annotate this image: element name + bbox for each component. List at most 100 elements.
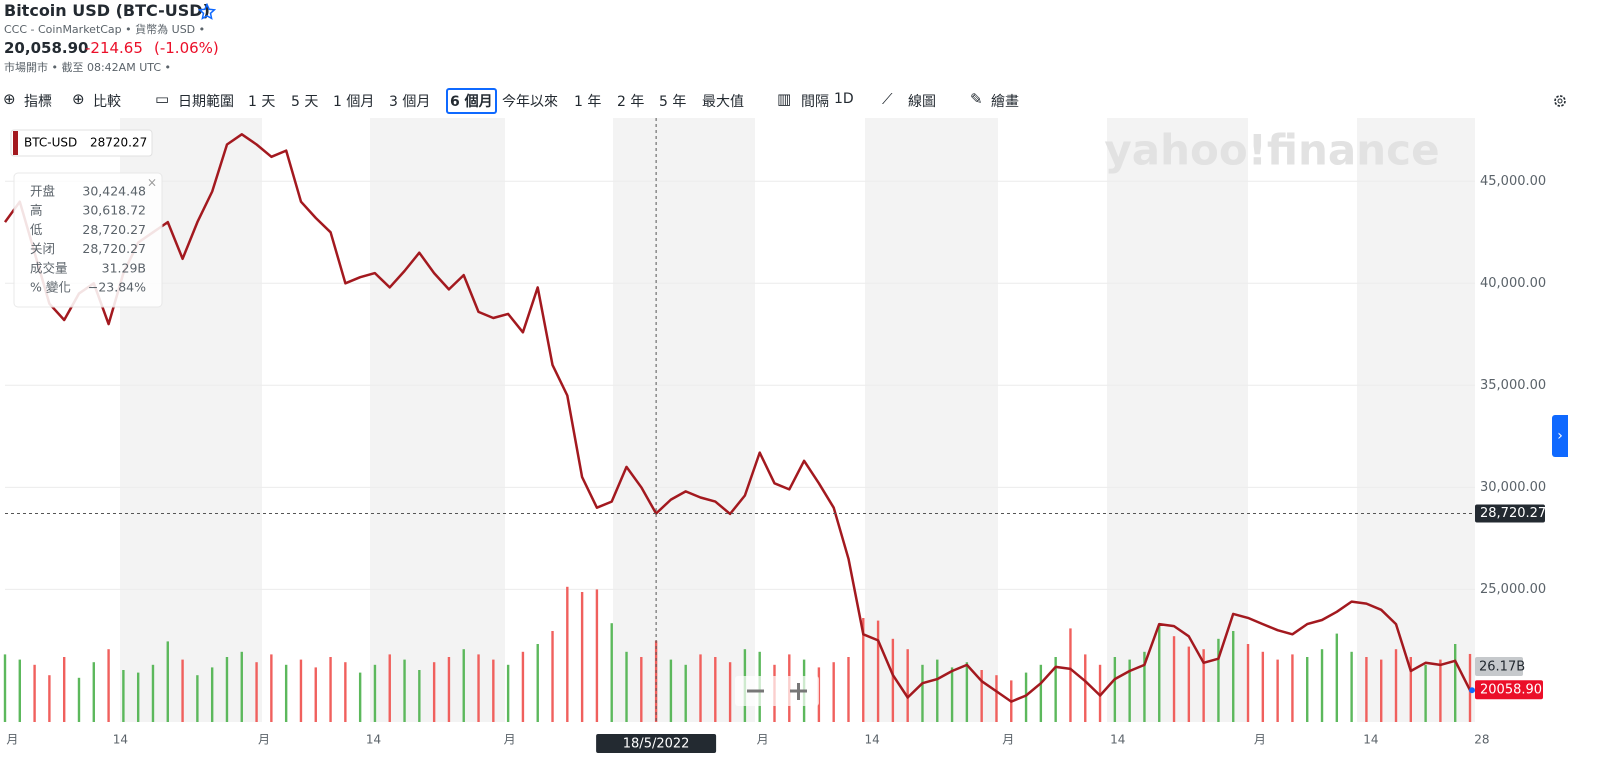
volume-bar <box>714 657 717 722</box>
volume-bar <box>432 662 436 722</box>
toolbar-item[interactable]: 指標 <box>24 94 52 110</box>
volume-bar <box>225 657 229 722</box>
volume-bar <box>699 654 702 722</box>
band <box>613 118 755 722</box>
legend-value: 28720.27 <box>90 136 147 150</box>
price-line <box>3 133 1472 703</box>
toolbar-item[interactable]: 1 天 <box>248 94 276 110</box>
toolbar-icon[interactable]: ✎ <box>970 90 983 108</box>
volume-bar <box>492 659 495 722</box>
toolbar-icon[interactable]: ▭ <box>155 90 170 108</box>
volume-bar <box>344 662 347 722</box>
volume-bar <box>329 657 332 722</box>
volume-bar <box>862 618 865 722</box>
volume-bar <box>210 667 214 722</box>
crosshair-date-box <box>596 734 717 753</box>
volume-label-box <box>1475 657 1523 676</box>
side-panel-toggle[interactable]: › <box>1552 415 1568 457</box>
volume-bar <box>136 672 140 722</box>
y-tick-label: 35,000.00 <box>1480 378 1546 393</box>
tooltip-value: 30,618.72 <box>82 203 146 218</box>
volume-bar <box>1365 657 1368 722</box>
toolbar-item[interactable]: 最大值 <box>702 94 744 110</box>
volume-label: 26.17B <box>1479 660 1525 675</box>
volume-bar <box>196 675 199 722</box>
toolbar-item[interactable]: 5 天 <box>291 94 319 110</box>
volume-bar <box>270 654 273 722</box>
x-tick-label: 28 <box>1474 733 1489 747</box>
volume-bar <box>1024 672 1028 722</box>
volume-bar <box>1217 638 1220 722</box>
toolbar-item[interactable]: 1 年 <box>574 94 602 110</box>
last-price-label: 20058.90 <box>1480 683 1542 698</box>
tooltip-close[interactable]: × <box>147 176 157 190</box>
x-tick-label: 月 <box>1254 733 1266 747</box>
toolbar-item[interactable]: 線圖 <box>908 94 936 110</box>
volume-bar <box>33 664 36 722</box>
volume-bar <box>876 620 880 722</box>
toolbar-item[interactable]: 間隔 <box>801 94 829 110</box>
tooltip-value: 31.29B <box>102 260 146 275</box>
toolbar-item[interactable]: 5 年 <box>659 94 687 110</box>
volume-bar <box>299 659 303 722</box>
volume-bar <box>580 592 584 722</box>
volume-bar <box>418 670 421 722</box>
volume-bar <box>1335 633 1339 722</box>
zoom-in[interactable] <box>790 683 807 700</box>
volume-bar <box>566 586 569 722</box>
toolbar-item[interactable]: 比較 <box>93 94 121 110</box>
legend-swatch <box>13 131 18 155</box>
volume-bar <box>832 662 835 722</box>
settings-icon[interactable] <box>1552 93 1568 109</box>
source: CCC - CoinMarketCap • 貨幣為 USD • <box>4 23 206 36</box>
toolbar-item[interactable]: 繪畫 <box>991 94 1019 110</box>
toolbar-icon[interactable]: ⊕ <box>3 90 16 108</box>
volume-bar <box>92 662 95 722</box>
toolbar-item[interactable]: 6 個月 <box>446 88 497 114</box>
volume-bar <box>980 670 983 722</box>
volume-bar <box>965 662 969 722</box>
volume-bar <box>936 659 939 722</box>
band <box>370 118 505 722</box>
volume-bar <box>77 677 81 722</box>
toolbar-item[interactable]: 1 個月 <box>333 94 375 110</box>
volume-bar <box>625 651 628 722</box>
band <box>865 118 998 722</box>
volume-bar <box>1128 659 1131 722</box>
toolbar-icon[interactable]: ⟋ <box>882 90 893 108</box>
volume-bar <box>610 623 613 722</box>
volume-bar <box>654 640 658 722</box>
volume-bar <box>1261 651 1265 722</box>
volume-bar <box>1246 644 1250 722</box>
tooltip-box <box>13 172 163 308</box>
toolbar-item[interactable]: 1D <box>834 91 854 107</box>
toolbar-icon[interactable]: ⊕ <box>72 90 85 108</box>
change: -214.65 <box>85 39 143 57</box>
volume-bar <box>1187 646 1191 722</box>
volume-bar <box>1098 664 1102 722</box>
legend-name: BTC-USD <box>24 136 77 150</box>
volume-bar <box>181 659 184 722</box>
crosshair-value: 28,720.27 <box>1480 506 1546 521</box>
volume-bar <box>122 670 125 722</box>
volume-bar <box>995 675 998 722</box>
last-price-dot <box>1469 687 1475 694</box>
volume-bar <box>373 664 377 722</box>
toolbar-item[interactable]: 3 個月 <box>389 94 431 110</box>
volume-bar <box>669 659 673 722</box>
toolbar-item[interactable]: 2 年 <box>617 94 645 110</box>
volume-bar <box>521 651 525 722</box>
volume-bar <box>18 659 21 722</box>
toolbar-item[interactable]: 今年以來 <box>502 94 558 110</box>
change-pct: (-1.06%) <box>154 39 219 57</box>
crosshair-value-box <box>1475 504 1545 523</box>
volume-bar <box>1394 649 1398 722</box>
toolbar-icon[interactable]: ▥ <box>777 90 792 108</box>
y-tick-label: 25,000.00 <box>1480 582 1546 597</box>
volume-bar <box>314 667 317 722</box>
toolbar-item[interactable]: 日期範圍 <box>178 94 234 110</box>
watch-star[interactable] <box>198 3 216 21</box>
volume-bar <box>551 631 554 722</box>
volume-bar <box>847 657 850 722</box>
